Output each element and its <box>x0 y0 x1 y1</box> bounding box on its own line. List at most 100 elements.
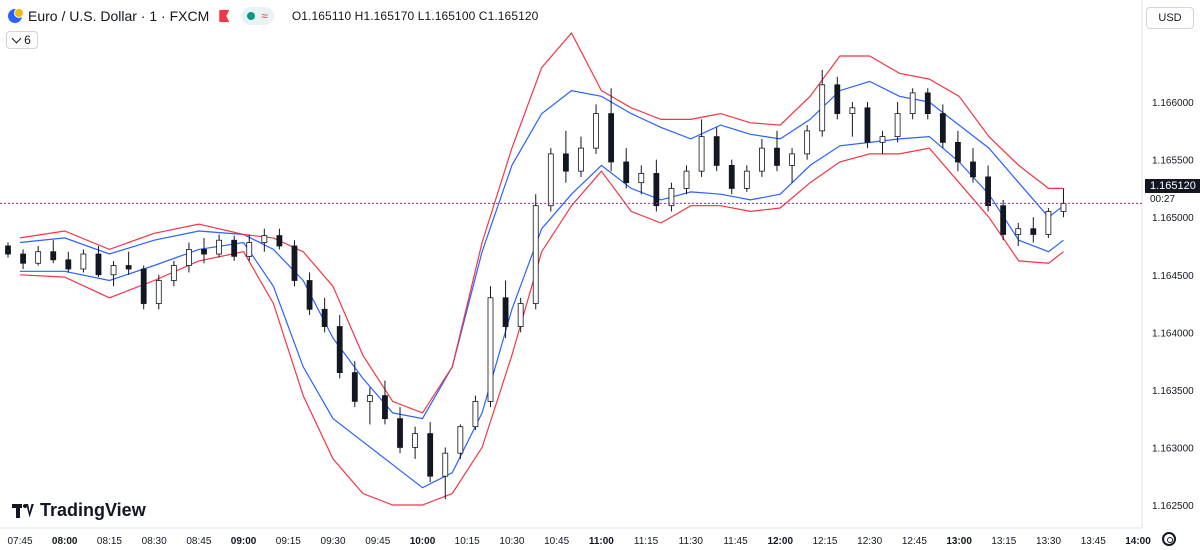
candle-body <box>698 136 705 172</box>
status-pill[interactable]: ≈ <box>241 7 274 25</box>
candle-body <box>623 161 630 184</box>
x-tick-label: 12:45 <box>902 536 927 547</box>
tradingview-logo[interactable]: TradingView <box>12 500 146 521</box>
candle-body <box>1000 205 1007 235</box>
y-tick-label: 1.163000 <box>1152 443 1194 454</box>
x-tick-label: 10:45 <box>544 536 569 547</box>
x-tick-label: 10:15 <box>455 536 480 547</box>
candle-body <box>140 268 147 304</box>
candle-body <box>35 251 42 264</box>
x-tick-label: 10:30 <box>499 536 524 547</box>
candle-body <box>789 153 795 166</box>
indicators-toggle[interactable]: 6 <box>6 31 38 49</box>
candle-body <box>849 107 856 114</box>
candle-body <box>457 426 464 454</box>
candle-body <box>110 265 117 276</box>
candle-body <box>909 92 916 114</box>
candle-body <box>246 242 253 257</box>
candle-body <box>276 235 283 247</box>
candle-body <box>502 297 509 327</box>
candle-body <box>1045 211 1052 235</box>
candle-body <box>397 418 403 448</box>
candle-body <box>517 303 524 327</box>
candle-body <box>80 253 87 270</box>
candle-body <box>804 130 811 155</box>
candle-body <box>1015 228 1022 235</box>
candle-body <box>20 253 26 264</box>
bar-countdown: 00:27 <box>1150 194 1176 205</box>
currency-selector[interactable]: USD <box>1146 7 1194 29</box>
x-tick-label: 10:00 <box>410 536 436 547</box>
candle-body <box>351 372 358 402</box>
candle-body <box>955 141 961 163</box>
candle-body <box>985 176 991 207</box>
candle-body <box>412 433 419 448</box>
candle-body <box>231 239 238 257</box>
candle-body <box>728 164 735 189</box>
x-tick-label: 11:00 <box>589 536 614 547</box>
x-tick-label: 08:45 <box>186 536 211 547</box>
candle-body <box>668 188 675 207</box>
candle-body <box>759 147 765 172</box>
candle-body <box>532 205 539 304</box>
candle-body <box>713 136 720 166</box>
candle-body <box>683 170 690 189</box>
symbol-title[interactable]: Euro / U.S. Dollar · 1 · FXCM <box>28 8 210 24</box>
x-tick-label: 13:15 <box>991 536 1016 547</box>
candle-body <box>774 147 780 166</box>
candle-body <box>819 84 826 132</box>
x-tick-label: 08:00 <box>52 536 78 547</box>
settings-icon[interactable] <box>1162 532 1176 546</box>
candle-body <box>879 136 886 143</box>
approx-icon: ≈ <box>261 9 268 23</box>
x-tick-label: 11:15 <box>634 536 659 547</box>
candle-body <box>336 326 343 373</box>
y-tick-label: 1.163500 <box>1152 386 1194 397</box>
indicator-count: 6 <box>24 33 31 47</box>
candle-body <box>382 395 388 420</box>
candle-body <box>894 113 901 138</box>
x-tick-label: 13:30 <box>1036 536 1061 547</box>
chevron-down-icon <box>11 33 22 44</box>
candle-body <box>216 239 222 255</box>
y-tick-label: 1.164000 <box>1152 328 1194 339</box>
market-open-icon <box>247 12 256 20</box>
bands-inner-upper-line <box>19 80 1064 420</box>
x-tick-label: 09:00 <box>231 536 257 547</box>
candle-body <box>442 452 449 477</box>
x-tick-label: 09:45 <box>365 536 390 547</box>
candle-body <box>653 173 660 207</box>
candle-body <box>366 395 373 402</box>
candle-body <box>864 107 871 143</box>
y-tick-label: 1.164500 <box>1152 271 1194 282</box>
candle-body <box>201 249 207 255</box>
x-tick-label: 11:30 <box>679 536 704 547</box>
y-tick-label: 1.165000 <box>1152 213 1194 224</box>
candle-body <box>834 84 841 114</box>
candle-body <box>578 147 584 172</box>
bands-outer-lower-line <box>19 147 1064 506</box>
x-tick-label: 14:00 <box>1125 536 1151 547</box>
currency-flag-icon[interactable] <box>8 8 24 23</box>
candle-body <box>306 280 313 310</box>
candle-body <box>261 235 268 243</box>
flag-icon[interactable] <box>219 10 230 22</box>
candle-body <box>970 161 976 178</box>
y-tick-label: 1.165500 <box>1152 156 1194 167</box>
candle-body <box>155 280 162 304</box>
candle-body <box>924 92 931 114</box>
candle-body <box>547 153 554 207</box>
candle-body <box>125 265 132 270</box>
candle-body <box>1060 202 1067 212</box>
ohlc-values: O1.165110 H1.165170 L1.165100 C1.165120 <box>291 9 539 23</box>
symbol-header: Euro / U.S. Dollar · 1 · FXCM ≈ O1.16511… <box>8 6 538 26</box>
x-tick-label: 09:30 <box>321 536 346 547</box>
candle-body <box>427 433 434 477</box>
x-tick-label: 08:30 <box>142 536 167 547</box>
candle-body <box>186 249 192 266</box>
logo-text: TradingView <box>40 500 146 520</box>
x-tick-label: 12:00 <box>767 536 793 547</box>
candle-body <box>472 400 479 428</box>
